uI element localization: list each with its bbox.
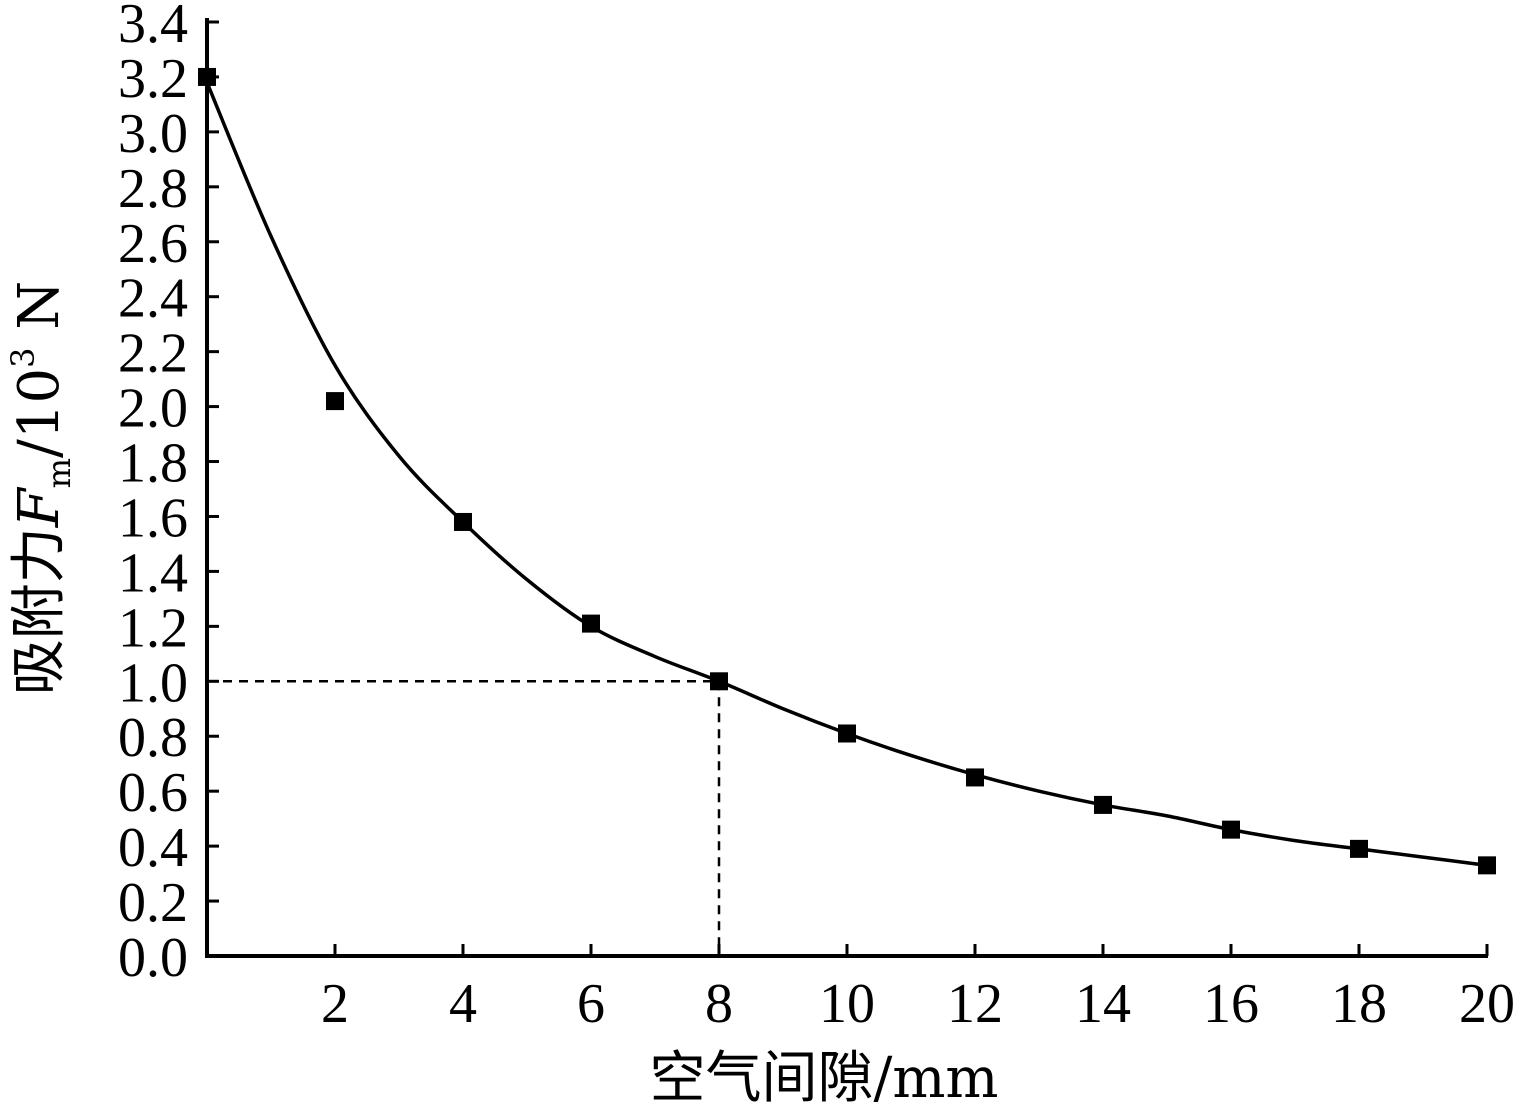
reference-lines [207, 680, 721, 956]
fit-curve [205, 81, 1488, 868]
y-tick-label: 2.2 [118, 323, 188, 385]
y-tick-label: 1.6 [118, 487, 188, 549]
y-axis-title-unit-tail: N [7, 281, 72, 348]
y-tick-label: 3.2 [118, 48, 188, 110]
x-tick-label: 18 [1331, 973, 1387, 1035]
y-tick-label: 0.0 [118, 927, 188, 989]
x-tick-label: 6 [577, 973, 605, 1035]
x-axis-title: 空气间隙/mm [649, 1046, 998, 1106]
x-tick-label: 10 [819, 973, 875, 1035]
data-point [1222, 820, 1240, 839]
x-tick-label: 12 [947, 973, 1003, 1035]
y-tick-label: 2.6 [118, 213, 188, 275]
y-ticks: 0.00.20.40.60.81.01.21.41.61.82.02.22.42… [118, 0, 219, 989]
x-tick-label: 20 [1459, 973, 1515, 1035]
y-tick-label: 1.2 [118, 597, 188, 659]
y-tick-label: 3.4 [118, 0, 188, 55]
y-axis-title-prefix: 吸附力 [7, 527, 72, 695]
x-tick-label: 8 [705, 973, 733, 1035]
y-axis-title-subscript: m [40, 458, 78, 488]
y-tick-label: 2.0 [118, 378, 188, 440]
y-axis-title-unit: /10 [7, 368, 72, 458]
data-point [966, 768, 984, 787]
y-axis-title-symbol: F [7, 486, 72, 528]
data-point [326, 392, 344, 411]
data-point [582, 614, 600, 633]
data-point [454, 512, 472, 531]
x-tick-label: 2 [321, 973, 349, 1035]
y-axis-title-exponent: 3 [4, 348, 42, 368]
x-ticks: 2 4 6 8 10 12 14 16 18 20 [321, 944, 1515, 1035]
x-tick-label: 4 [449, 973, 477, 1035]
y-tick-label: 2.4 [118, 268, 188, 330]
data-points [198, 67, 1496, 875]
x-tick-label: 14 [1075, 973, 1131, 1035]
y-tick-label: 0.4 [118, 817, 188, 879]
data-point [1094, 795, 1112, 814]
y-tick-label: 0.6 [118, 762, 188, 824]
y-axis-title: 吸附力Fm/103 N [4, 281, 78, 696]
y-tick-label: 2.8 [118, 158, 188, 220]
data-point [1478, 856, 1496, 875]
y-tick-label: 0.2 [118, 872, 188, 934]
y-tick-label: 1.0 [118, 652, 188, 714]
y-tick-label: 3.0 [118, 103, 188, 165]
axes [205, 18, 1488, 958]
y-tick-label: 1.4 [118, 542, 188, 604]
data-point [710, 672, 728, 691]
data-point [1350, 839, 1368, 858]
y-tick-label: 1.8 [118, 433, 188, 495]
y-tick-label: 0.8 [118, 707, 188, 769]
x-tick-label: 16 [1203, 973, 1259, 1035]
data-point [838, 724, 856, 743]
